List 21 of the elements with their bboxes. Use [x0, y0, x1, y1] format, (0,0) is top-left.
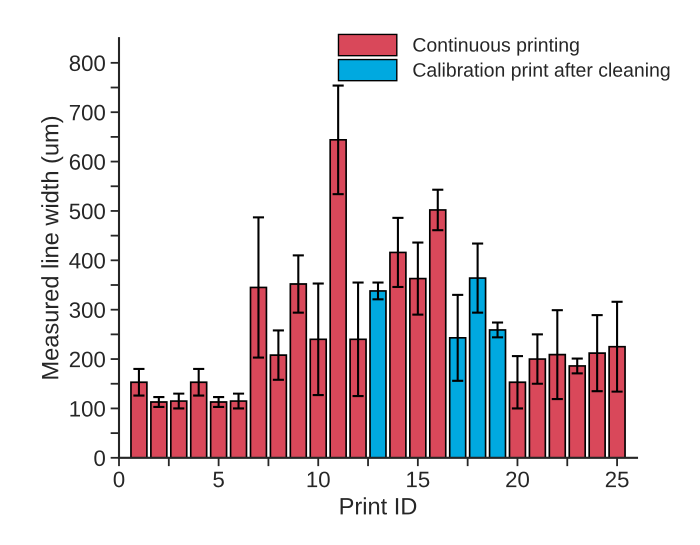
x-tick-label: 20	[506, 472, 529, 488]
y-tick-label: 600	[70, 154, 105, 170]
x-axis-title: Print ID	[340, 497, 416, 515]
x-tick-label: 5	[213, 472, 224, 488]
x-tick-label: 15	[407, 472, 430, 488]
x-tick-label: 25	[606, 472, 629, 488]
y-tick-label: 700	[70, 104, 105, 120]
y-tick-label: 100	[70, 400, 105, 417]
legend-label: Calibration print after cleaning	[413, 62, 670, 81]
y-tick-label: 500	[70, 203, 105, 220]
bar	[210, 401, 228, 458]
y-tick-label: 300	[70, 302, 105, 318]
y-tick-label: 400	[69, 252, 105, 269]
bar	[150, 401, 168, 458]
y-tick-label: 800	[70, 55, 105, 72]
y-tick-label: 0	[94, 450, 105, 466]
x-tick-label: 0	[114, 472, 124, 488]
legend-label: Continuous printing	[413, 37, 579, 56]
y-tick-label: 200	[70, 352, 105, 368]
x-tick-label: 10	[308, 472, 330, 488]
y-axis-title: Measured line width (um)	[41, 116, 64, 379]
